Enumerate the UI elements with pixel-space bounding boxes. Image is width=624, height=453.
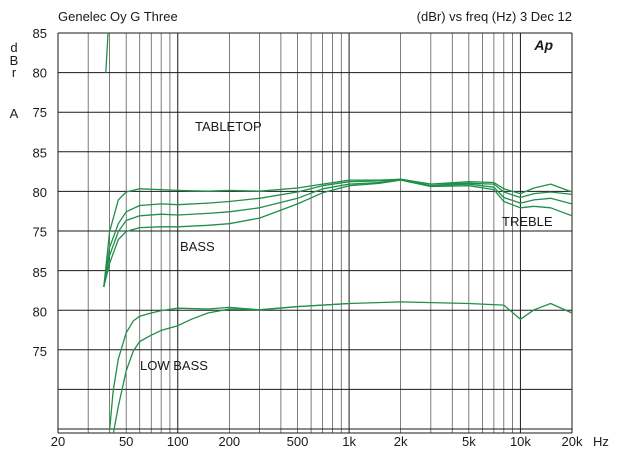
series-line xyxy=(103,179,572,288)
x-tick-label: 200 xyxy=(218,434,240,449)
panel-label: TREBLE xyxy=(502,214,553,229)
curves xyxy=(103,33,572,433)
chart-title-left: Genelec Oy G Three xyxy=(58,9,178,24)
y-tick-label: 75 xyxy=(33,225,47,240)
y-tick-label: 85 xyxy=(33,26,47,41)
y-axis-letter: d xyxy=(10,40,17,55)
y-axis-letter: B xyxy=(10,53,19,68)
x-tick-label: 50 xyxy=(119,434,133,449)
x-tick-labels: 20 50 100 200 500 1k 2k 5k 10k 20k xyxy=(51,434,583,449)
y-axis-letter: A xyxy=(10,106,19,121)
series-line xyxy=(108,301,572,431)
x-tick-label: 1k xyxy=(342,434,356,449)
grid xyxy=(57,32,573,434)
y-tick-label: 75 xyxy=(33,105,47,120)
y-tick-label: 85 xyxy=(33,265,47,280)
y-axis-letter: r xyxy=(12,65,17,80)
y-tick-label: 75 xyxy=(33,344,47,359)
panel-labels: TABLETOP BASS TREBLE LOW BASS xyxy=(140,119,553,373)
series-line xyxy=(103,178,572,288)
x-tick-label: 5k xyxy=(462,434,476,449)
panel-label: LOW BASS xyxy=(140,358,208,373)
y-tick-label: 80 xyxy=(33,66,47,81)
series-line xyxy=(103,178,572,288)
panel-label: BASS xyxy=(180,239,215,254)
chart-title-right: (dBr) vs freq (Hz) 3 Dec 12 xyxy=(417,9,572,24)
y-axis-label: dBr A xyxy=(10,40,19,121)
x-tick-label: 20 xyxy=(51,434,65,449)
y-tick-labels: 85 80 75 85 80 75 85 80 75 xyxy=(33,26,47,359)
y-tick-label: 80 xyxy=(33,185,47,200)
x-tick-label: 2k xyxy=(394,434,408,449)
series-line xyxy=(103,178,572,288)
x-tick-label: 500 xyxy=(287,434,309,449)
x-tick-label: 20k xyxy=(562,434,583,449)
x-tick-label: 100 xyxy=(167,434,189,449)
series-line xyxy=(112,302,350,433)
x-unit-label: Hz xyxy=(593,434,609,449)
ap-logo: Ap xyxy=(533,37,553,53)
panel-label: TABLETOP xyxy=(195,119,262,134)
y-tick-label: 85 xyxy=(33,145,47,160)
y-tick-label: 80 xyxy=(33,304,47,319)
x-tick-label: 10k xyxy=(510,434,531,449)
